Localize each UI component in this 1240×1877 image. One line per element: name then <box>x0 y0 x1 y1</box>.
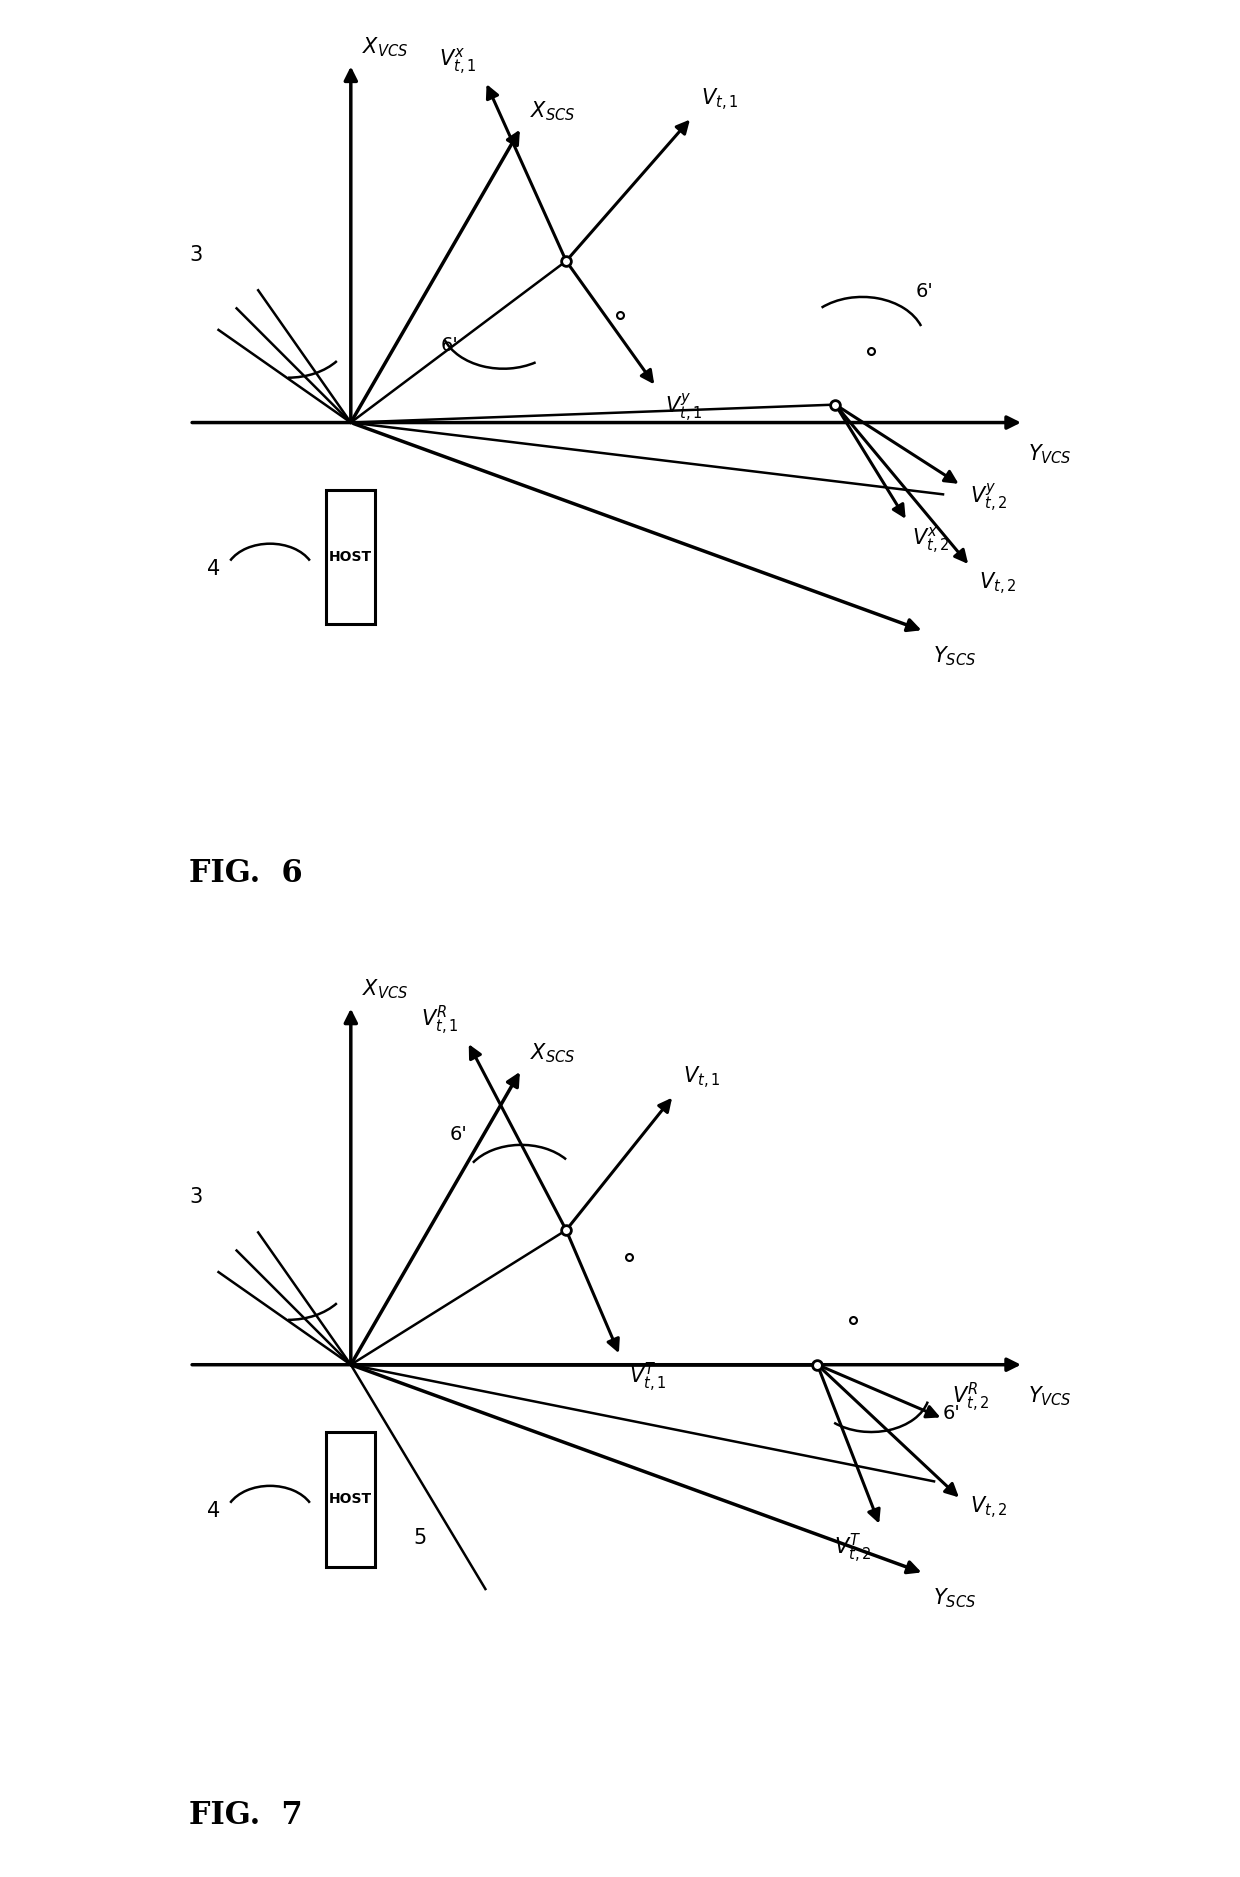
Text: FIG.  7: FIG. 7 <box>190 1800 303 1832</box>
Text: 3: 3 <box>190 1188 202 1207</box>
Text: $X_{SCS}$: $X_{SCS}$ <box>531 99 575 122</box>
Text: $V_{t,1}$: $V_{t,1}$ <box>683 1064 720 1091</box>
Text: $V_{t,2}$: $V_{t,2}$ <box>978 571 1017 597</box>
Text: 6': 6' <box>440 336 459 355</box>
Text: $X_{VCS}$: $X_{VCS}$ <box>362 36 408 60</box>
Text: HOST: HOST <box>330 1492 372 1507</box>
Text: FIG.  6: FIG. 6 <box>190 858 303 890</box>
Text: $Y_{VCS}$: $Y_{VCS}$ <box>1028 443 1073 465</box>
Text: $Y_{SCS}$: $Y_{SCS}$ <box>934 1586 976 1610</box>
Text: $V^y_{t,1}$: $V^y_{t,1}$ <box>665 390 702 424</box>
Text: 4: 4 <box>207 559 221 580</box>
Bar <box>326 1432 376 1567</box>
Text: $V^T_{t,1}$: $V^T_{t,1}$ <box>629 1361 666 1395</box>
Text: 4: 4 <box>207 1502 221 1520</box>
Text: $X_{VCS}$: $X_{VCS}$ <box>362 978 408 1000</box>
Text: $X_{SCS}$: $X_{SCS}$ <box>531 1042 575 1064</box>
Text: HOST: HOST <box>330 550 372 565</box>
Text: $V^x_{t,2}$: $V^x_{t,2}$ <box>911 526 949 556</box>
Text: $V_{t,1}$: $V_{t,1}$ <box>701 86 738 113</box>
Text: 6': 6' <box>944 1404 961 1423</box>
Bar <box>326 490 376 625</box>
Text: $Y_{SCS}$: $Y_{SCS}$ <box>934 644 976 668</box>
Text: $V^x_{t,1}$: $V^x_{t,1}$ <box>439 47 476 77</box>
Text: $V^T_{t,2}$: $V^T_{t,2}$ <box>833 1532 872 1565</box>
Text: 6': 6' <box>916 282 934 300</box>
Text: $V_{t,2}$: $V_{t,2}$ <box>970 1494 1007 1520</box>
Text: $Y_{VCS}$: $Y_{VCS}$ <box>1028 1385 1073 1408</box>
Text: $V^R_{t,1}$: $V^R_{t,1}$ <box>422 1004 459 1038</box>
Text: 6': 6' <box>450 1126 467 1145</box>
Text: $V^y_{t,2}$: $V^y_{t,2}$ <box>970 481 1007 514</box>
Text: 5: 5 <box>414 1528 427 1549</box>
Text: $V^R_{t,2}$: $V^R_{t,2}$ <box>952 1380 990 1413</box>
Text: 3: 3 <box>190 246 202 265</box>
